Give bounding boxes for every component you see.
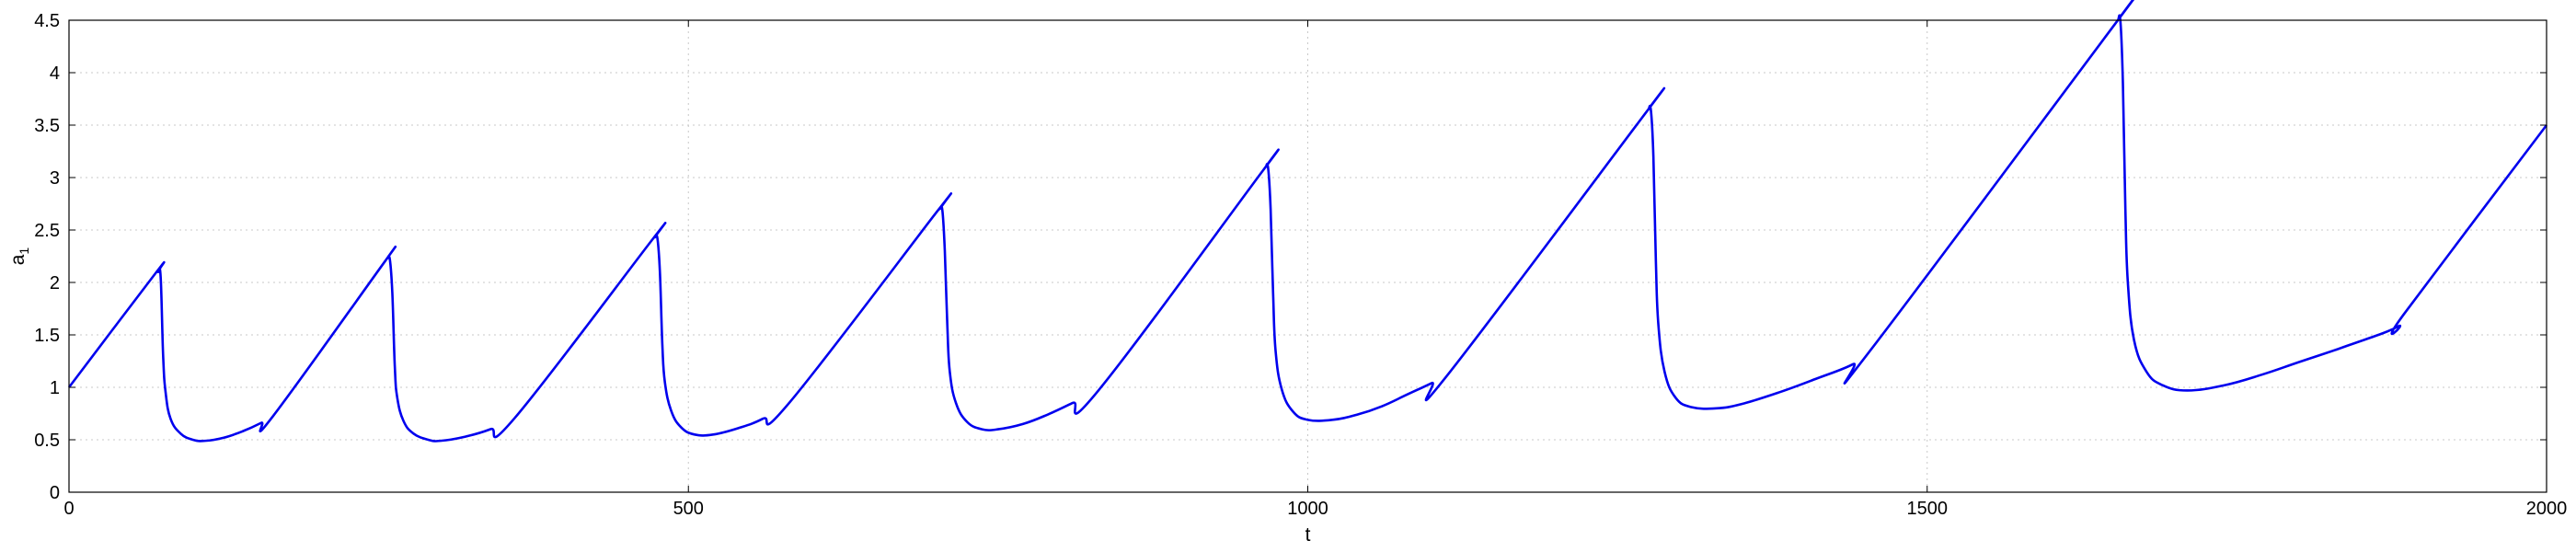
x-tick-labels: 0 500 1000 1500 2000 [63, 499, 2567, 519]
y-tick-label: 2.5 [34, 221, 60, 241]
y-tick-label: 4.5 [34, 11, 60, 31]
x-tick-label: 500 [673, 499, 704, 519]
y-axis-label-main: a [7, 254, 29, 265]
y-tick-labels: 0 0.5 1 1.5 2 2.5 3 3.5 4 4.5 [34, 11, 60, 503]
y-tick-label: 4 [50, 63, 60, 84]
y-axis-label-subscript: 1 [17, 247, 31, 255]
y-tick-label: 0.5 [34, 431, 60, 451]
y-tick-label: 1.5 [34, 326, 60, 346]
y-axis-label-group: a1 [7, 247, 31, 266]
grid-lines [69, 20, 2547, 492]
x-tick-label: 1000 [1287, 499, 1328, 519]
y-axis-label: a1 [7, 247, 31, 266]
tick-marks [68, 19, 2547, 493]
x-axis-label: t [1305, 524, 1311, 546]
x-tick-label: 1500 [1907, 499, 1949, 519]
series-layer [67, 0, 2548, 443]
y-tick-label: 3.5 [34, 116, 60, 136]
y-tick-label: 3 [50, 168, 60, 189]
y-tick-label: 1 [50, 378, 60, 398]
y-tick-label: 2 [50, 273, 60, 293]
x-tick-label: 2000 [2526, 499, 2568, 519]
plot-frame [68, 19, 2547, 493]
y-tick-label: 0 [50, 483, 60, 503]
series-line [67, 0, 2548, 443]
x-tick-label: 0 [63, 499, 74, 519]
